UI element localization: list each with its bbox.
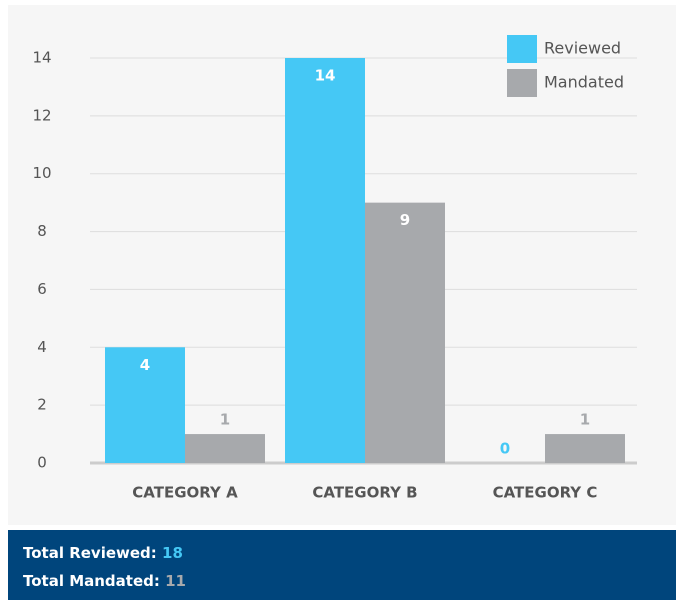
value: 18: [162, 544, 183, 562]
x-tick-label: CATEGORY C: [493, 484, 598, 502]
x-tick-label: CATEGORY A: [132, 484, 238, 502]
footer: Total Reviewed: 18 Total Mandated: 11: [8, 530, 676, 600]
legend-swatch: [507, 69, 537, 97]
y-tick-label: 4: [37, 338, 47, 356]
label: Total Reviewed:: [23, 544, 157, 562]
bar: [105, 347, 185, 463]
legend-label: Reviewed: [544, 39, 621, 58]
y-tick-label: 8: [37, 222, 47, 240]
bar: [365, 202, 445, 463]
value-label: 4: [140, 356, 150, 374]
value-label: 0: [500, 440, 510, 458]
y-tick-label: 2: [37, 396, 47, 414]
value-label: 1: [220, 411, 230, 429]
bar: [545, 434, 625, 463]
y-tick-label: 10: [32, 164, 51, 182]
x-tick-label: CATEGORY B: [312, 484, 417, 502]
legend-label: Mandated: [544, 73, 624, 92]
legend-swatch: [507, 35, 537, 63]
value-label: 9: [400, 211, 410, 229]
label: Total Mandated:: [23, 572, 160, 590]
y-tick-label: 12: [32, 106, 51, 124]
y-tick-label: 14: [32, 49, 51, 67]
value-label: 1: [580, 411, 590, 429]
reviewed-total: Total Reviewed: 18: [23, 542, 676, 570]
value-label: 14: [315, 67, 336, 85]
bar: [185, 434, 265, 463]
value: 11: [165, 572, 186, 590]
mandated-total: Total Mandated: 11: [23, 570, 676, 598]
y-tick-label: 6: [37, 280, 47, 298]
y-tick-label: 0: [37, 454, 47, 472]
bar: [285, 58, 365, 463]
